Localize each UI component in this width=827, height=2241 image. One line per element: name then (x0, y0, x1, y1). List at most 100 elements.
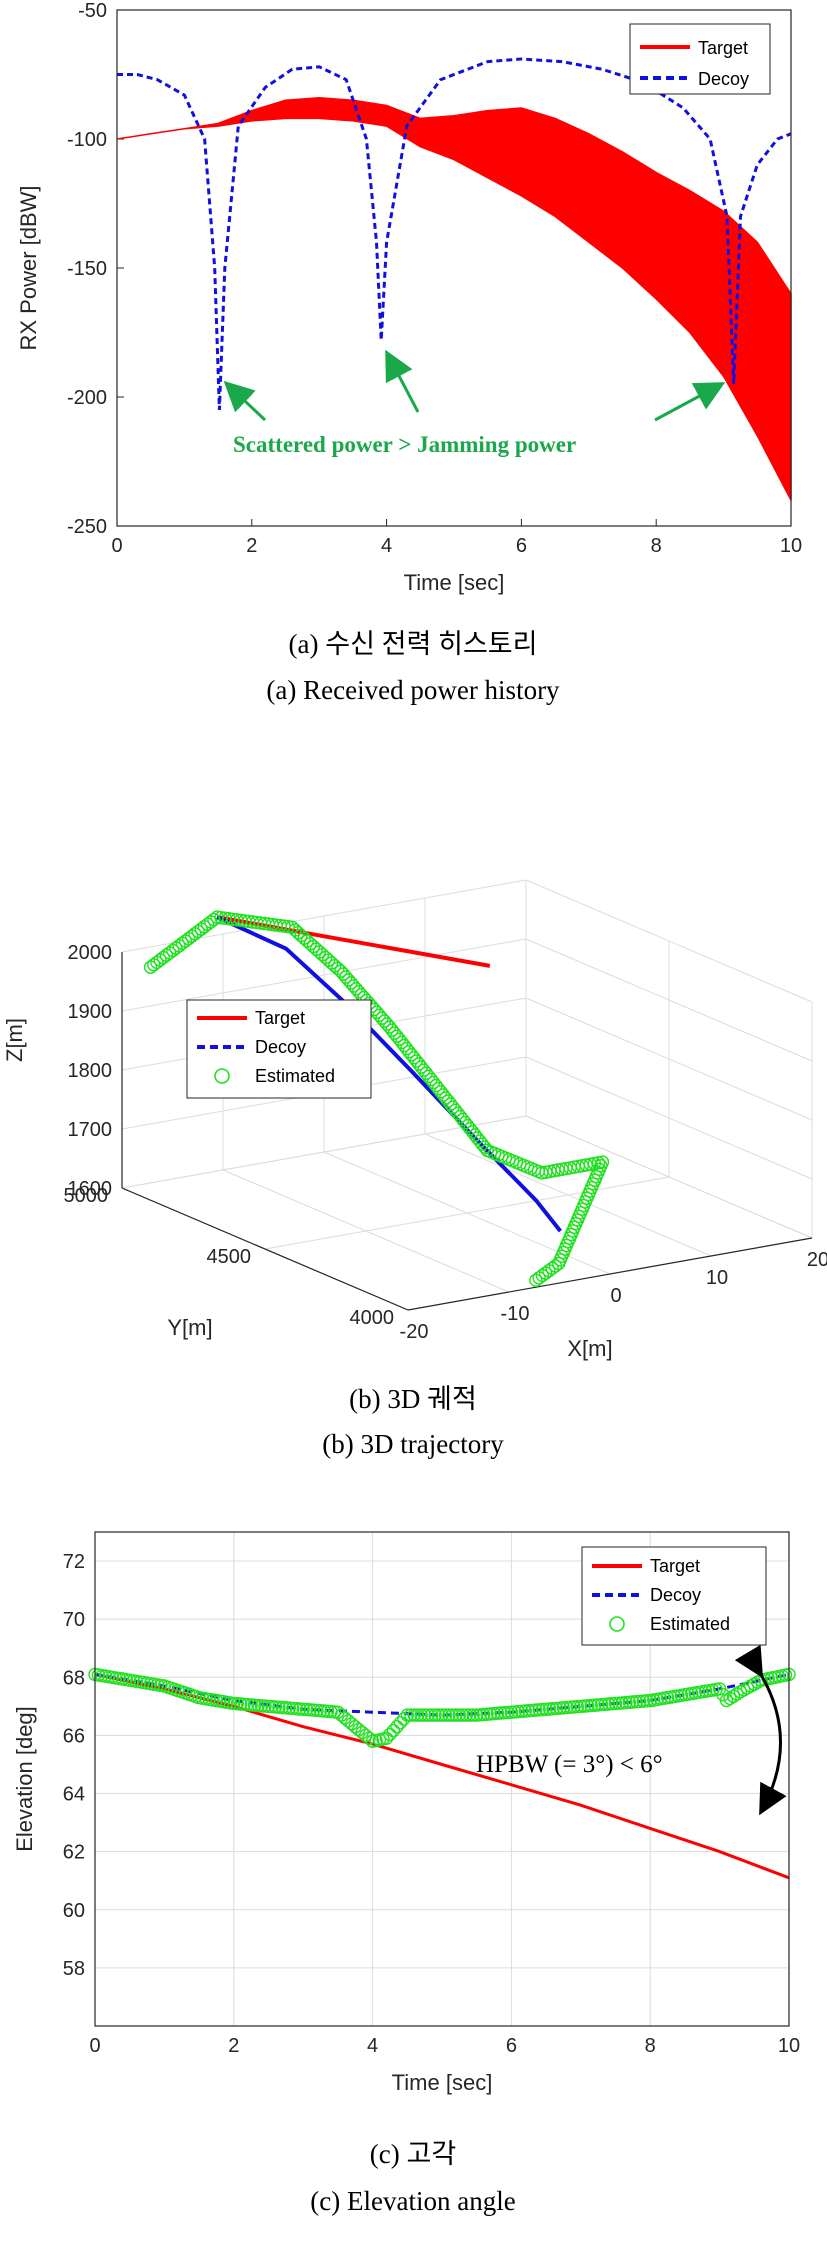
estimated-point (466, 1708, 480, 1722)
legend-target-label: Target (255, 1008, 305, 1028)
estimated-point (386, 1723, 401, 1738)
annotation-arrow-2 (385, 349, 420, 413)
estimated-point (281, 920, 295, 934)
annotation-text: HPBW (= 3°) < 6° (476, 1751, 663, 1778)
decoy-line (117, 57, 792, 410)
estimated-point (362, 1731, 376, 1746)
legend-decoy-label: Decoy (255, 1037, 306, 1057)
estimated-point (431, 1708, 446, 1722)
y-axis-line (121, 1187, 409, 1311)
estimated-point (442, 1708, 456, 1722)
y-tick-label: 60 (63, 1900, 85, 1922)
legend: Target Decoy Estimated (186, 999, 372, 1099)
y-tick-label: -50 (78, 0, 107, 22)
estimated-point (445, 1708, 460, 1722)
y-axis-label: RX Power [dBW] (16, 185, 41, 350)
z-tick-label: 2000 (68, 942, 113, 964)
estimated-point (407, 1708, 421, 1722)
plot-frame (116, 9, 792, 527)
y-axis-label: Y[m] (167, 1315, 212, 1340)
estimated-point (404, 1708, 418, 1722)
annotation-arrow-3 (654, 382, 726, 422)
estimated-point (438, 1708, 453, 1722)
estimated-point (608, 1696, 623, 1711)
panel-a-chart: 0 2 4 6 8 10-50-100-150-200-250 Target Decoy … (16, 0, 802, 595)
estimated-point (383, 1727, 397, 1742)
z-tick-label: 1700 (68, 1119, 113, 1141)
estimated-point (463, 1708, 477, 1722)
y-tick-label: 66 (63, 1725, 85, 1747)
estimated-point (390, 1719, 404, 1734)
annotation-text: Scattered power > Jamming power (233, 432, 576, 457)
plot-frame (94, 1531, 790, 2027)
caption-b-korean: (b) 3D 궤적 (349, 1384, 477, 1414)
estimated-point (379, 1731, 394, 1746)
estimated-point (424, 1708, 439, 1722)
y-tick-label: -100 (67, 129, 107, 151)
legend-target-label: Target (650, 1556, 700, 1576)
estimated-point (539, 1266, 553, 1280)
y-tick-label: 4000 (350, 1307, 395, 1329)
x-axis-line (407, 1237, 813, 1311)
estimated-point (535, 1702, 550, 1717)
panel-b-chart: 1600 1700 1800 1900 2000 4000 4500 5000 -20 -10 0 1… (2, 879, 827, 1361)
x-tick-label: 2 (246, 535, 257, 557)
legend: Target Decoy Estimated (581, 1546, 767, 1646)
z-tick-label: 1900 (68, 1001, 113, 1023)
estimated-point (532, 1271, 546, 1285)
x-tick-label: 6 (506, 2035, 517, 2057)
x-axis-label: Time [sec] (392, 2070, 493, 2095)
x-tick-label: 0 (89, 2035, 100, 2057)
x-tick-label: 8 (651, 535, 662, 557)
x-tick-label: 6 (516, 535, 527, 557)
legend-estimated-label: Estimated (255, 1066, 335, 1086)
y-tick-label: -250 (67, 516, 107, 538)
z-tick-label: 1800 (68, 1060, 113, 1082)
estimated-markers (143, 910, 610, 1288)
y-axis-label: Elevation [deg] (12, 1706, 37, 1852)
x-tick-label: 10 (778, 2035, 800, 2057)
estimated-point (400, 1708, 414, 1722)
annotation-arrow-1 (223, 380, 267, 422)
x-tick-label: 8 (645, 2035, 656, 2057)
y-tick-label: -150 (67, 258, 107, 280)
estimated-point (497, 1705, 512, 1720)
estimated-point (428, 1708, 442, 1722)
legend: Target Decoy (629, 23, 771, 95)
x-tick-label: 0 (111, 535, 122, 557)
y-tick-label: 5000 (64, 1185, 109, 1207)
estimated-markers (88, 1667, 796, 1748)
x-tick-label: 10 (706, 1267, 728, 1289)
estimated-point (207, 912, 221, 927)
estimated-point (459, 1708, 473, 1722)
caption-c-english: (c) Elevation angle (310, 2186, 515, 2216)
z-tick-label: 1600 (68, 1178, 113, 1200)
z-axis-label: Z[m] (2, 1018, 27, 1062)
x-tick-label: -20 (400, 1321, 429, 1343)
estimated-point (449, 1708, 463, 1722)
decoy-series (117, 57, 792, 410)
legend-estimated-swatch (609, 1616, 625, 1632)
y-tick-label: -200 (67, 387, 107, 409)
annotation-arrow (734, 1644, 787, 1816)
grid-line (121, 1115, 527, 1189)
estimated-point (421, 1708, 435, 1722)
x-tick-label: 20 (807, 1249, 827, 1271)
x-tick-label: -10 (501, 1303, 530, 1325)
x-axis-label: X[m] (567, 1336, 612, 1361)
legend-estimated-swatch (214, 1068, 230, 1084)
y-tick-label: 58 (63, 1958, 85, 1980)
caption-a-english: (a) Received power history (266, 675, 560, 705)
estimated-point (393, 1716, 408, 1730)
estimated-point (529, 1273, 543, 1288)
decoy-line (216, 915, 562, 1233)
x-axis-label: Time [sec] (404, 570, 505, 595)
caption-c-korean: (c) 고각 (370, 2139, 456, 2169)
estimated-point (414, 1708, 428, 1722)
x-tick-label: 4 (381, 535, 392, 557)
legend-target-label: Target (698, 38, 748, 58)
estimated-point (570, 1699, 584, 1714)
y-tick-label: 72 (63, 1551, 85, 1573)
